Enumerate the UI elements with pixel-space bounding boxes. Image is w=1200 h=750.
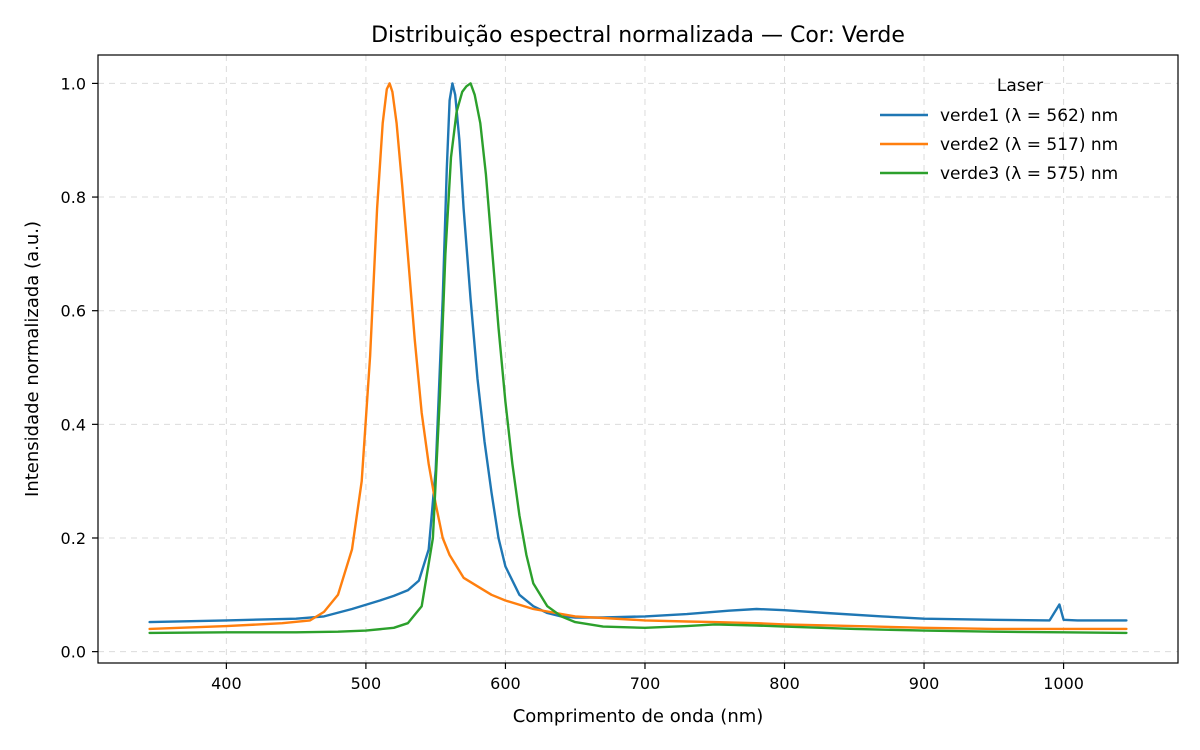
grid-lines — [98, 55, 1178, 663]
series-line-1 — [148, 82, 1128, 624]
y-tick-label: 0.2 — [61, 529, 86, 548]
x-tick-label: 800 — [769, 674, 800, 693]
legend-title: Laser — [997, 76, 1043, 96]
legend: Laser verde1 (λ = 562) nm verde2 (λ = 517… — [880, 76, 1118, 184]
plot-frame — [97, 54, 1179, 664]
y-tick-label: 0.0 — [61, 643, 86, 662]
x-tick-label: 900 — [909, 674, 940, 693]
x-tick-label: 1000 — [1043, 674, 1084, 693]
legend-entry-2: verde2 (λ = 517) nm — [940, 135, 1118, 155]
x-tick-label: 500 — [351, 674, 382, 693]
legend-entry-3: verde3 (λ = 575) nm — [940, 164, 1118, 184]
x-axis-label: Comprimento de onda (nm) — [513, 706, 764, 727]
series-lines — [148, 82, 1128, 635]
axis-ticks: 400 500 600 700 800 900 1000 0.0 0.2 0.4 0.6 0.8 1.0 — [61, 74, 1084, 693]
series-line-3 — [148, 82, 1128, 635]
y-tick-label: 0.8 — [61, 188, 86, 207]
x-tick-label: 400 — [211, 674, 242, 693]
y-tick-label: 0.6 — [61, 302, 86, 321]
series-line-2 — [148, 82, 1128, 631]
chart-title: Distribuição espectral normalizada — Cor… — [371, 23, 905, 48]
y-axis-label: Intensidade normalizada (a.u.) — [22, 221, 43, 497]
x-tick-label: 600 — [490, 674, 521, 693]
y-tick-label: 0.4 — [61, 415, 86, 434]
x-tick-label: 700 — [630, 674, 661, 693]
y-tick-label: 1.0 — [61, 74, 86, 93]
legend-entry-1: verde1 (λ = 562) nm — [940, 106, 1118, 126]
